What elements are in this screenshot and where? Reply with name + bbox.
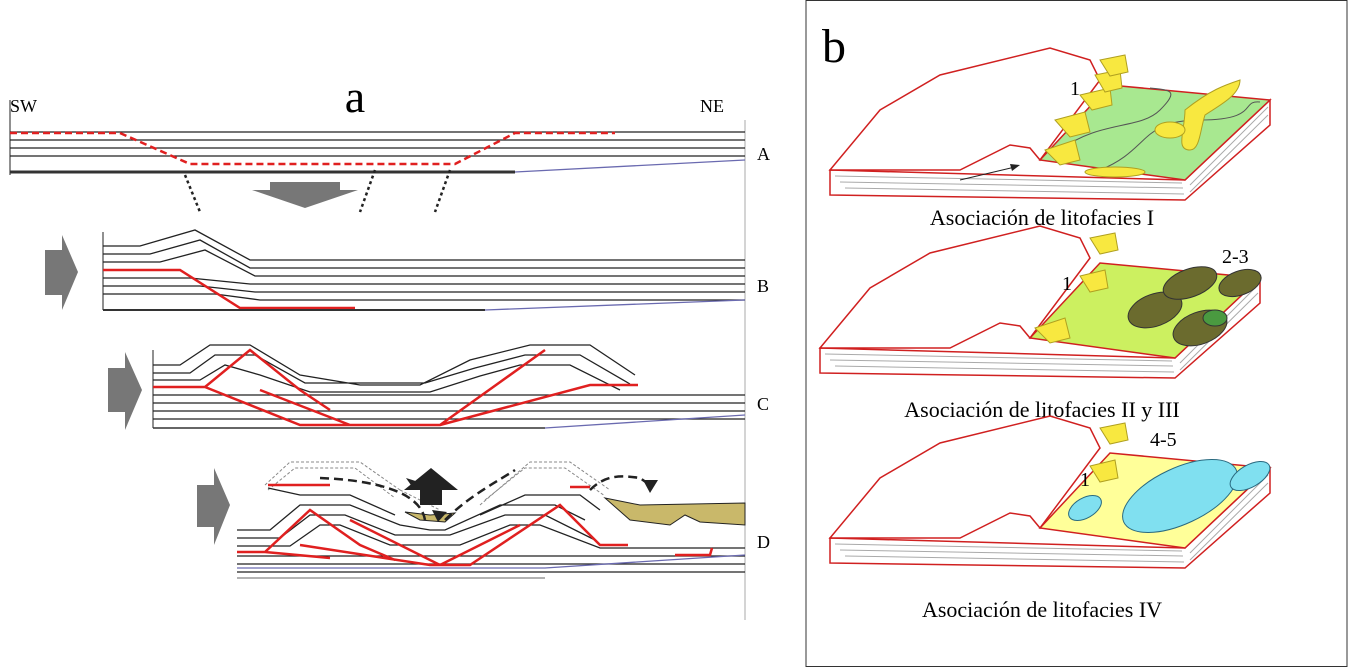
figure: a SW NE A B — [0, 0, 1348, 667]
stage-a: A — [10, 132, 770, 212]
caption: Asociación de litofacies IV — [922, 597, 1162, 622]
arrow — [108, 352, 142, 430]
strata — [545, 415, 745, 428]
stage-c: C — [108, 345, 769, 430]
stage-label: D — [757, 532, 770, 552]
strata — [515, 160, 745, 172]
direction-label: NE — [700, 96, 724, 116]
strata — [485, 300, 745, 310]
facies-label: 2-3 — [1222, 246, 1249, 268]
arrow-head — [643, 480, 658, 493]
facies-label: 1 — [1062, 273, 1072, 295]
arrow — [197, 468, 230, 545]
fault — [237, 485, 712, 565]
facies-label: 1 — [1080, 469, 1090, 491]
stage-label: C — [757, 394, 769, 414]
panel-label: b — [822, 20, 846, 73]
panel-a: a SW NE A B — [10, 71, 770, 620]
block-diagram: 1 Asociación de litofacies I — [830, 48, 1270, 230]
arrow — [252, 182, 358, 208]
strata — [103, 230, 745, 300]
facies-label: 4-5 — [1150, 429, 1177, 451]
arrow — [45, 235, 78, 310]
strata — [10, 132, 745, 156]
arrow — [404, 468, 458, 505]
stage-label: B — [757, 276, 769, 296]
stage-d: D — [197, 462, 770, 578]
sand-body — [1155, 122, 1185, 138]
block-diagram: 1 4-5 — [830, 416, 1275, 568]
arrow-head — [1010, 164, 1020, 171]
stage-b: B — [45, 230, 769, 310]
stage-label: A — [757, 144, 770, 164]
fault — [153, 350, 638, 425]
block-diagram: 1 2-3 — [820, 226, 1265, 378]
panel-label: a — [345, 71, 365, 122]
facies-label: 1 — [1070, 78, 1080, 100]
sediment — [605, 498, 745, 525]
sand-body — [1085, 167, 1145, 177]
direction-label: SW — [10, 96, 37, 116]
panel-b: b 1 Asociación de litofacies I — [806, 1, 1347, 667]
